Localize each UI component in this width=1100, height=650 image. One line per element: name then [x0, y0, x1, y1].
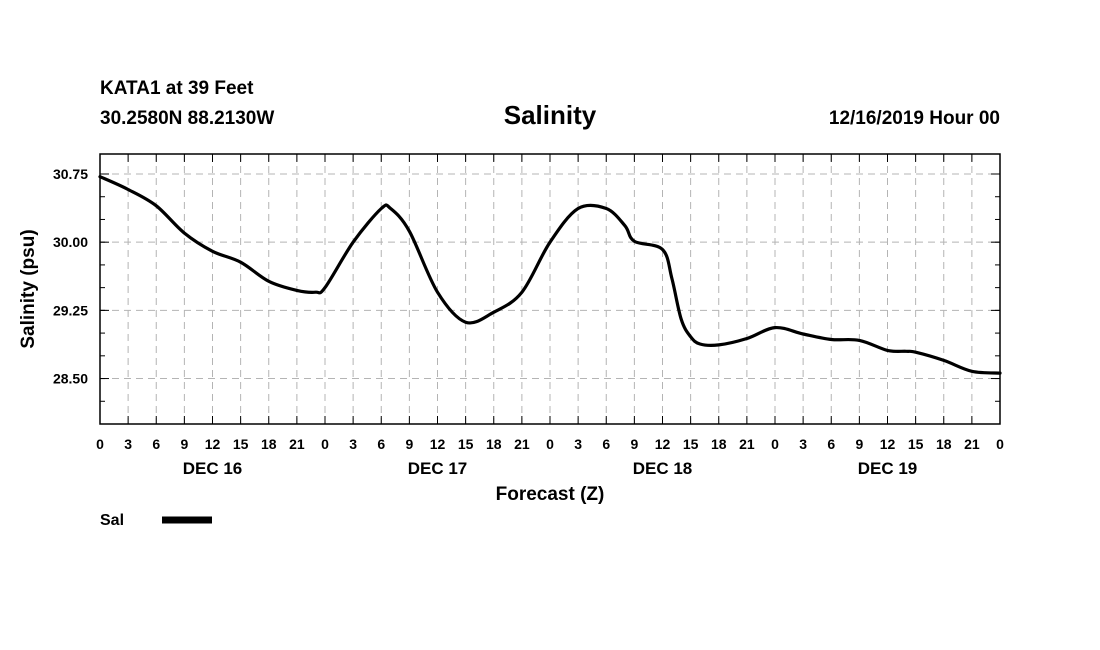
- x-tick-label: 21: [514, 436, 530, 452]
- station-label: KATA1 at 39 Feet: [100, 78, 254, 99]
- x-tick-label: 3: [349, 436, 357, 452]
- day-label: DEC 18: [633, 459, 693, 478]
- x-tick-label: 18: [936, 436, 952, 452]
- x-tick-label: 9: [405, 436, 413, 452]
- x-tick-label: 15: [683, 436, 699, 452]
- x-tick-label: 12: [880, 436, 896, 452]
- x-tick-label: 0: [321, 436, 329, 452]
- day-labels: DEC 16 DEC 17 DEC 18 DEC 19: [183, 459, 918, 478]
- x-tick-label: 15: [233, 436, 249, 452]
- day-label: DEC 19: [858, 459, 918, 478]
- x-tick-label: 18: [486, 436, 502, 452]
- x-tick-label: 6: [377, 436, 385, 452]
- x-tick-label: 12: [655, 436, 671, 452]
- x-tick-label: 9: [630, 436, 638, 452]
- y-tick-label: 28.50: [53, 371, 88, 387]
- coordinates-label: 30.2580N 88.2130W: [100, 108, 274, 129]
- y-tick-label: 30.00: [53, 234, 88, 250]
- y-axis-ticks: 28.50 29.25 30.00 30.75: [53, 166, 1000, 402]
- x-tick-label: 12: [205, 436, 221, 452]
- x-axis-ticks: 0 3 6 9 12 15 18 21 0 3 6 9 12 15 18 21 0 3 6 9 12 15 18 21 0 3 6 9…: [96, 154, 1004, 452]
- x-tick-label: 3: [574, 436, 582, 452]
- y-tick-label: 29.25: [53, 302, 88, 318]
- x-tick-label: 0: [771, 436, 779, 452]
- plot-frame: [99, 153, 1001, 425]
- x-axis-label: Forecast (Z): [496, 484, 605, 505]
- gridlines: [100, 154, 1000, 424]
- x-tick-label: 21: [964, 436, 980, 452]
- x-tick-label: 15: [458, 436, 474, 452]
- x-tick-label: 6: [827, 436, 835, 452]
- x-tick-label: 9: [180, 436, 188, 452]
- x-tick-label: 3: [799, 436, 807, 452]
- series-line-sal: [98, 175, 1002, 375]
- x-tick-label: 18: [261, 436, 277, 452]
- x-tick-label: 0: [996, 436, 1004, 452]
- y-axis-label: Salinity (psu): [18, 229, 39, 348]
- x-tick-label: 9: [855, 436, 863, 452]
- day-label: DEC 17: [408, 459, 468, 478]
- y-tick-label: 30.75: [53, 166, 88, 182]
- x-tick-label: 0: [96, 436, 104, 452]
- day-label: DEC 16: [183, 459, 243, 478]
- x-tick-label: 6: [152, 436, 160, 452]
- x-tick-label: 0: [546, 436, 554, 452]
- chart-title: Salinity: [504, 100, 597, 130]
- x-tick-label: 21: [739, 436, 755, 452]
- series-layer: [98, 175, 1002, 375]
- x-tick-label: 21: [289, 436, 305, 452]
- x-tick-label: 15: [908, 436, 924, 452]
- x-tick-label: 6: [602, 436, 610, 452]
- x-tick-label: 12: [430, 436, 446, 452]
- x-tick-label: 3: [124, 436, 132, 452]
- forecast-datetime: 12/16/2019 Hour 00: [829, 108, 1000, 129]
- legend-label: Sal: [100, 512, 124, 529]
- x-tick-label: 18: [711, 436, 727, 452]
